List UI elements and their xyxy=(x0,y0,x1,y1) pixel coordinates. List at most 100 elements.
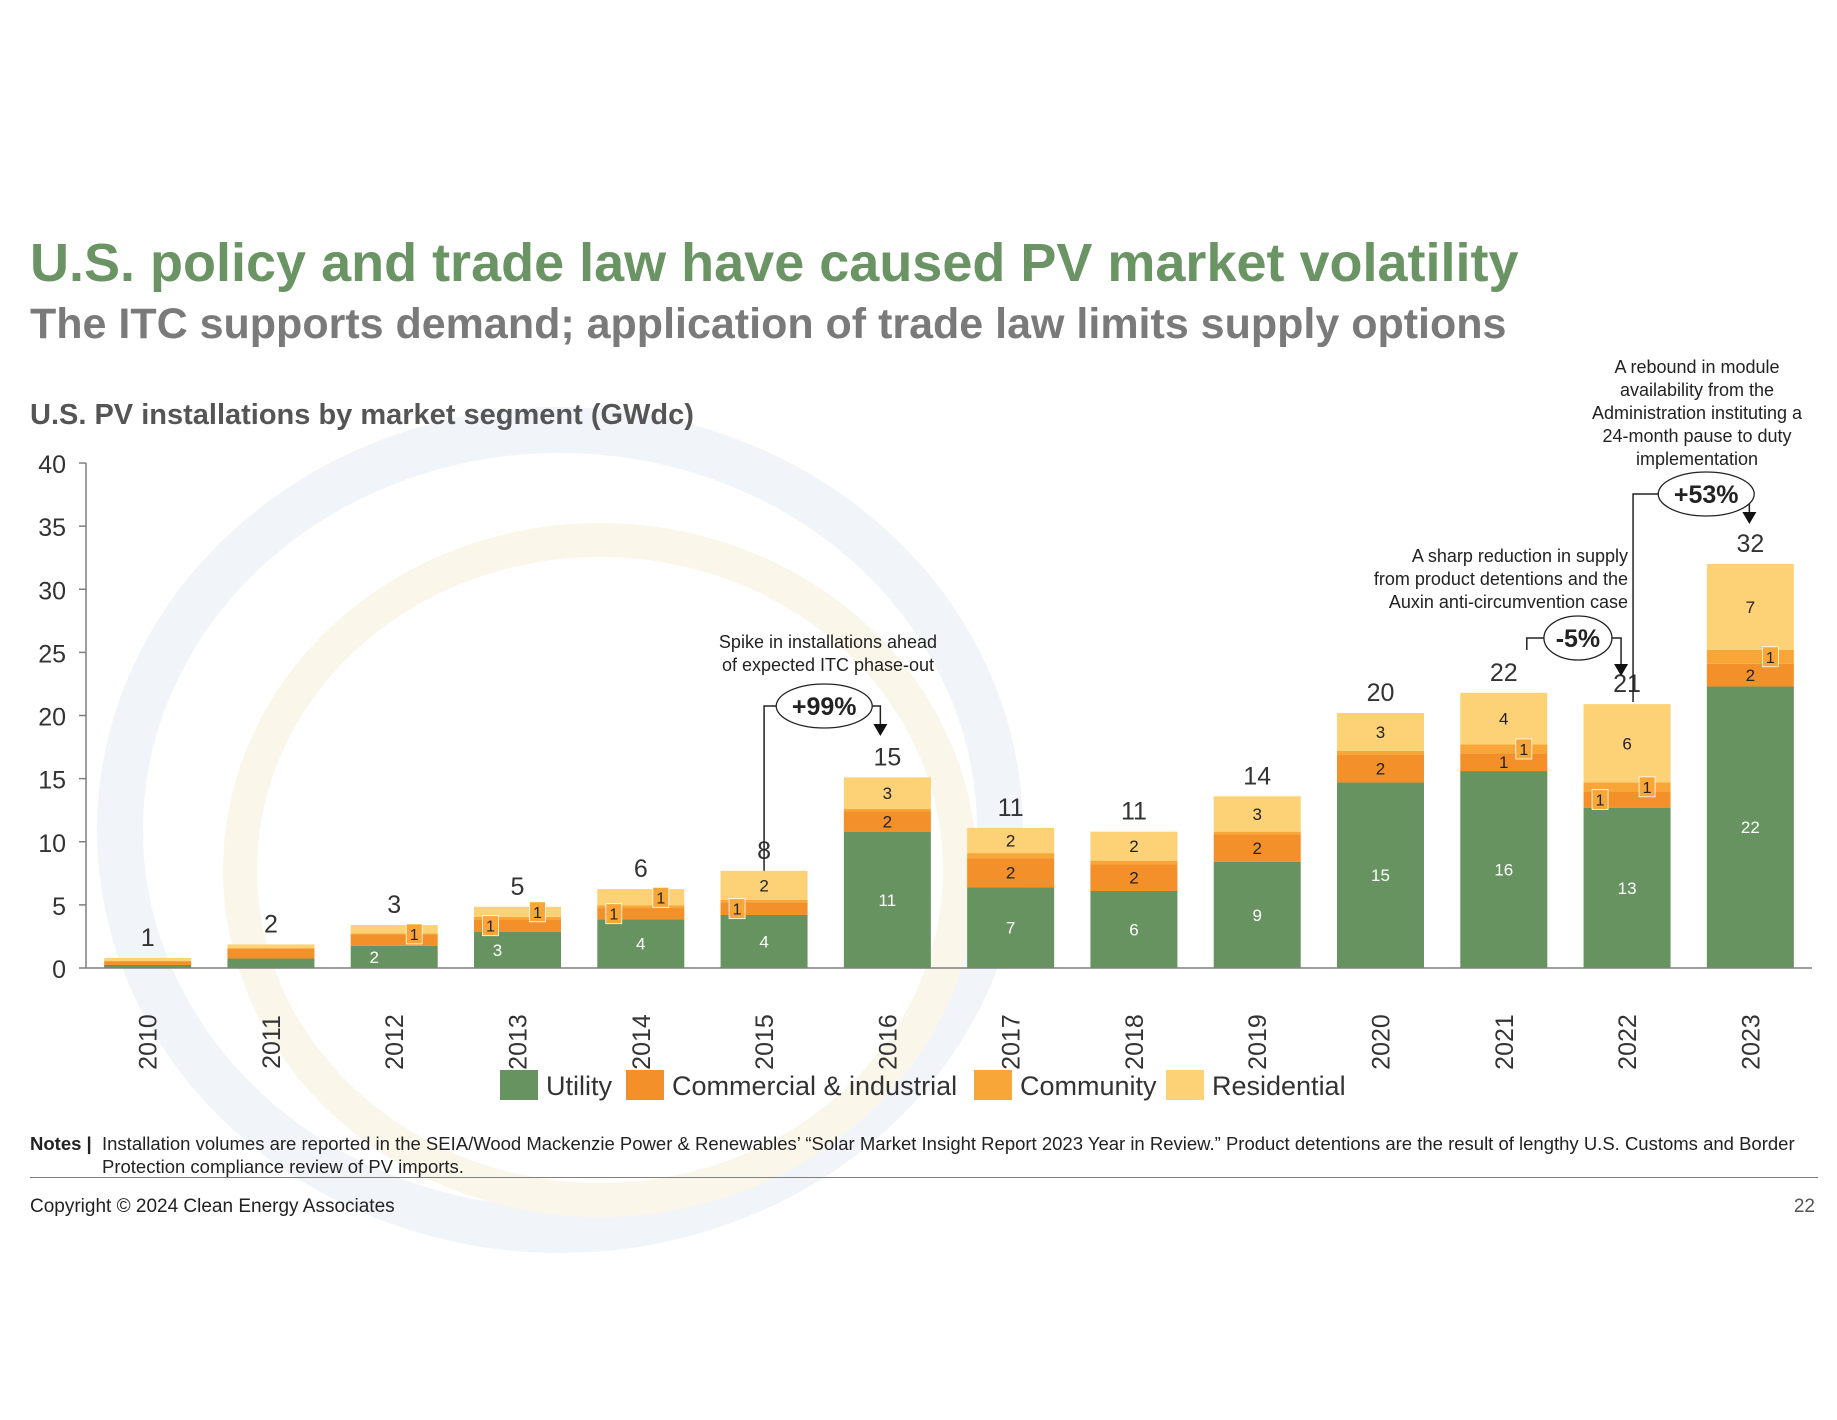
segment-value-label: 13 xyxy=(1618,879,1637,898)
x-tick-label: 2021 xyxy=(1491,1014,1519,1070)
x-tick-label: 2014 xyxy=(628,1014,656,1070)
bar-segment-utility-2010 xyxy=(104,964,192,968)
annotation-53-label: +53% xyxy=(1674,481,1739,509)
bar-segment-utility-2021 xyxy=(1460,771,1548,968)
segment-value-label: 15 xyxy=(1371,866,1390,885)
bar-segment-residential-2020 xyxy=(1337,712,1424,751)
segment-value-label: 1 xyxy=(533,905,542,922)
bar-segment-residential-2017 xyxy=(967,827,1055,854)
bar-total-label: 32 xyxy=(1736,530,1764,558)
segment-value-label: 2 xyxy=(883,813,892,832)
segment-value-label: 2 xyxy=(1006,831,1015,850)
segment-value-label: 1 xyxy=(1766,650,1775,667)
segment-value-label: 11 xyxy=(879,891,897,910)
x-tick-label: 2010 xyxy=(135,1014,163,1070)
bar-total-label: 22 xyxy=(1490,659,1518,687)
bar-total-label: 1 xyxy=(141,924,155,952)
notes-label: Notes | xyxy=(30,1133,92,1154)
bar-segment-community-2023 xyxy=(1706,649,1794,664)
bar-segment-utility-2023 xyxy=(1706,686,1794,968)
x-tick-label: 2023 xyxy=(1737,1014,1765,1070)
bar-segment-community-2013 xyxy=(474,916,561,920)
segment-value-label: 1 xyxy=(1519,742,1528,759)
bar-segment-residential-2012 xyxy=(350,925,438,934)
y-tick-label: 5 xyxy=(52,893,66,921)
legend-label: Utility xyxy=(546,1071,612,1101)
bar-segment-residential-2010 xyxy=(104,957,192,962)
segment-value-label: 6 xyxy=(1129,920,1138,939)
segment-value-label: 16 xyxy=(1494,861,1513,880)
bar-segment-residential-2011 xyxy=(227,944,315,949)
annotation-99-label: +99% xyxy=(792,693,857,721)
bar-segment-utility-2017 xyxy=(967,887,1055,968)
segment-value-label: 4 xyxy=(636,935,645,954)
segment-value-label: 6 xyxy=(1622,734,1631,753)
bar-total-label: 2 xyxy=(264,910,278,938)
legend-label: Community xyxy=(1020,1071,1157,1101)
bar-segment-residential-2015 xyxy=(720,870,808,900)
segment-value-label: 1 xyxy=(656,890,665,907)
segment-value-label: 3 xyxy=(883,784,892,803)
bar-total-label: 14 xyxy=(1243,762,1271,790)
bar-segment-utility-2012 xyxy=(350,945,438,968)
legend-swatch-utility xyxy=(500,1070,538,1100)
bar-segment-commercial-industrial-2018 xyxy=(1090,864,1178,891)
segment-value-label: 2 xyxy=(1746,666,1755,685)
chart-title: U.S. PV installations by market segment … xyxy=(30,399,694,431)
footer-divider xyxy=(30,1177,1818,1178)
segment-value-label: 3 xyxy=(1376,723,1385,742)
bar-total-label: 20 xyxy=(1367,679,1395,707)
segment-value-label: 7 xyxy=(1006,919,1015,938)
y-tick-label: 35 xyxy=(38,514,66,542)
segment-label-tag xyxy=(605,903,623,925)
bar-segment-residential-2014 xyxy=(597,889,685,906)
bar-total-label: 15 xyxy=(873,743,901,771)
bar-segment-community-2018 xyxy=(1090,860,1178,865)
bar-segment-community-2022 xyxy=(1583,782,1671,792)
bar-segment-residential-2021 xyxy=(1460,692,1548,745)
bar-segment-community-2015 xyxy=(720,899,808,903)
bar-total-label: 6 xyxy=(634,855,648,883)
bar-segment-commercial-industrial-2023 xyxy=(1706,663,1794,687)
segment-value-label: 7 xyxy=(1746,598,1755,617)
bar-segment-community-2017 xyxy=(967,853,1055,859)
annotation-99-bubble xyxy=(775,683,873,729)
annotation-5-bubble xyxy=(1543,615,1613,661)
bar-total-label: 11 xyxy=(998,794,1024,822)
segment-label-tag xyxy=(652,886,670,908)
bar-segment-community-2014 xyxy=(597,905,685,909)
bar-total-label: 11 xyxy=(1121,798,1147,826)
y-tick-label: 25 xyxy=(38,640,66,668)
stacked-bar-chart: 0510152025303540201012011220123201352014… xyxy=(38,357,1812,1101)
bar-segment-residential-2023 xyxy=(1706,564,1794,650)
x-tick-label: 2012 xyxy=(381,1014,409,1070)
bar-segment-commercial-industrial-2014 xyxy=(597,908,685,920)
bar-segment-utility-2015 xyxy=(720,914,808,968)
annotation-text-53: availability from the xyxy=(1620,380,1774,400)
annotation-text-99: Spike in installations ahead xyxy=(719,632,937,652)
bar-segment-community-2020 xyxy=(1337,750,1424,755)
bar-segment-commercial-industrial-2020 xyxy=(1337,754,1424,783)
segment-label-tag xyxy=(529,901,546,923)
bar-segment-utility-2013 xyxy=(474,932,561,968)
segment-value-label: 4 xyxy=(759,932,768,951)
x-tick-label: 2016 xyxy=(874,1014,902,1070)
bar-segment-commercial-industrial-2017 xyxy=(967,858,1055,888)
bar-segment-community-2012 xyxy=(350,933,438,935)
bar-total-label: 5 xyxy=(511,873,525,901)
segment-value-label: 9 xyxy=(1252,906,1261,925)
legend-label: Commercial & industrial xyxy=(672,1071,957,1101)
segment-value-label: 1 xyxy=(410,927,419,944)
x-tick-label: 2019 xyxy=(1244,1014,1272,1070)
annotation-text-5: Auxin anti-circumvention case xyxy=(1389,592,1628,612)
annotation-text-5: from product detentions and the xyxy=(1374,569,1628,589)
annotation-text-53: implementation xyxy=(1636,449,1758,469)
annotation-text-99: of expected ITC phase-out xyxy=(722,655,934,675)
segment-value-label: 22 xyxy=(1741,818,1760,837)
segment-value-label: 1 xyxy=(1643,780,1652,797)
segment-value-label: 2 xyxy=(1129,837,1138,856)
x-tick-label: 2013 xyxy=(505,1014,533,1070)
segment-value-label: 1 xyxy=(733,902,742,919)
bar-segment-utility-2018 xyxy=(1090,890,1178,968)
x-tick-label: 2017 xyxy=(998,1014,1026,1070)
